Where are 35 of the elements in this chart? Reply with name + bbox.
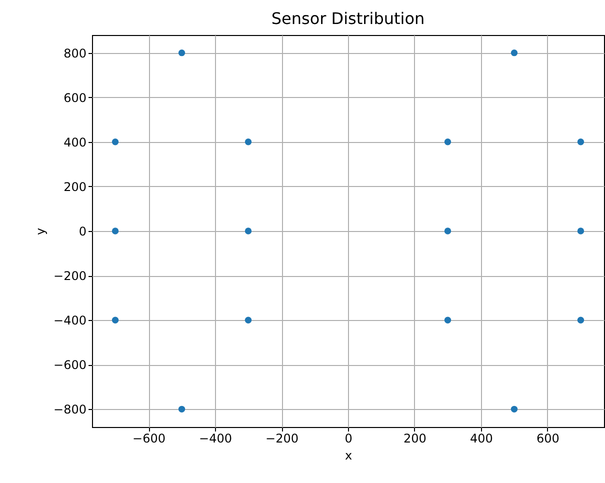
x-tick-label: −200 [266,432,298,446]
point [510,406,518,413]
y-axis-title: y [34,228,48,236]
x-tick-label: 400 [470,432,493,446]
point [577,228,584,234]
x-tick-label: 200 [404,432,426,446]
point [178,406,186,413]
point [577,138,584,146]
point [510,49,518,56]
point [178,49,186,56]
point [244,138,252,146]
y-tick-label: −400 [54,314,86,328]
y-tick-label: 800 [64,46,86,60]
y-tick-label: 0 [78,224,86,238]
y-tick-label: 200 [64,180,86,194]
x-tick-label: −400 [199,432,232,446]
point [112,138,119,146]
x-tick-label: 600 [536,432,560,446]
y-tick-label: −600 [54,358,86,372]
x-axis-title: x [344,448,352,462]
y-tick-label: −200 [54,269,86,284]
point [444,316,452,324]
x-tick-label: −600 [132,432,166,446]
y-tick-label: 400 [64,135,86,150]
point [444,228,452,234]
point [244,316,252,324]
x-tick-label: 0 [344,432,352,446]
point [244,228,252,234]
point [577,316,584,324]
y-tick-label: −800 [54,402,86,417]
chart-title: Sensor Distribution [271,9,425,28]
point [112,228,119,234]
y-tick-label: 600 [64,90,86,105]
point [112,316,119,324]
point [444,138,452,146]
